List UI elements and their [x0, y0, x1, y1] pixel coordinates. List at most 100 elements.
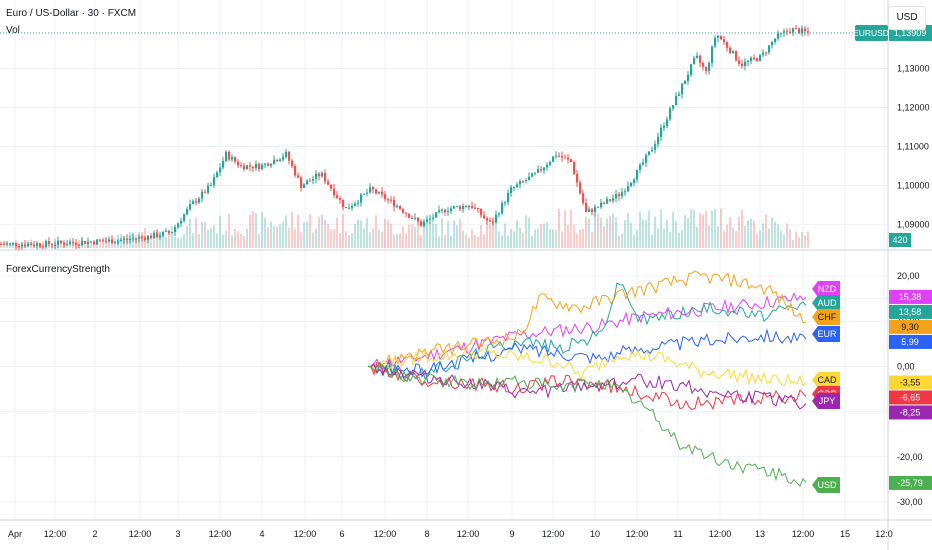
volume-bar: [510, 228, 512, 248]
volume-bars: [0, 208, 809, 248]
candle-body: [405, 212, 408, 214]
volume-bar: [432, 222, 434, 248]
candle-body: [183, 214, 186, 222]
volume-bar: [777, 223, 779, 248]
volume-bar: [213, 225, 215, 248]
candle-body: [699, 55, 702, 63]
volume-bar: [597, 213, 599, 248]
candle-body: [741, 63, 744, 67]
axis-value-jpy: -8,25: [900, 407, 921, 417]
volume-bar: [228, 213, 230, 248]
volume-bar: [531, 236, 533, 248]
currency-flag-chf: CHF: [812, 309, 840, 325]
volume-bar: [108, 240, 110, 248]
candle-body: [399, 206, 402, 210]
volume-bar: [153, 234, 155, 248]
candle-body: [765, 52, 768, 54]
candle-body: [351, 205, 354, 208]
volume-bar: [579, 229, 581, 248]
candle-body: [648, 151, 651, 156]
candle-body: [570, 159, 573, 162]
candle-body: [456, 206, 459, 208]
candle-body: [120, 240, 123, 242]
candle-body: [801, 28, 804, 34]
volume-bar: [492, 218, 494, 248]
volume-bar: [468, 237, 470, 248]
candle-body: [87, 241, 90, 245]
volume-bar: [267, 227, 269, 248]
indicator-axis-tick: -30,00: [897, 497, 923, 507]
volume-bar: [672, 212, 674, 248]
candle-body: [321, 172, 324, 177]
strength-line-eur: [367, 328, 807, 378]
volume-bar: [525, 215, 527, 248]
candle-body: [108, 239, 111, 242]
candle-body: [6, 243, 9, 245]
candle-body: [771, 41, 774, 46]
candle-body: [693, 57, 696, 65]
volume-bar: [633, 234, 635, 248]
candle-body: [687, 74, 690, 81]
volume-bar: [507, 234, 509, 248]
volume-bar: [357, 219, 359, 248]
candle-body: [255, 163, 258, 169]
volume-bar: [285, 215, 287, 248]
candle-body: [411, 217, 414, 219]
candle-body: [354, 203, 357, 206]
volume-bar: [495, 223, 497, 248]
volume-bar: [765, 214, 767, 248]
candle-body: [96, 239, 99, 245]
volume-bar: [609, 215, 611, 248]
candle-body: [423, 221, 426, 227]
volume-bar: [783, 234, 785, 248]
currency-button[interactable]: USD: [888, 6, 926, 30]
volume-bar: [339, 233, 341, 248]
candle-body: [501, 202, 504, 214]
volume-bar: [420, 234, 422, 248]
volume-bar: [414, 226, 416, 248]
candle-body: [378, 191, 381, 194]
axis-value-bg-chf: [889, 319, 932, 334]
currency-flag-bg: [812, 309, 840, 325]
candle-body: [780, 32, 783, 34]
candle-body: [36, 243, 39, 246]
candle-body: [27, 243, 30, 247]
volume-bar: [222, 234, 224, 248]
volume-bar: [462, 230, 464, 248]
candle-body: [375, 189, 378, 194]
symbol-title: Euro / US-Dollar · 30 · FXCM: [6, 8, 137, 19]
candle-body: [492, 221, 495, 223]
volume-bar: [750, 218, 752, 248]
candle-body: [666, 119, 669, 126]
volume-bar: [702, 214, 704, 248]
time-axis-tick: 12:00: [626, 529, 649, 539]
volume-bar: [474, 234, 476, 248]
volume-bar: [441, 218, 443, 248]
volume-bar: [684, 215, 686, 248]
candle-body: [576, 174, 579, 183]
volume-bar: [744, 225, 746, 248]
candle-body: [93, 241, 96, 245]
volume-bar: [741, 209, 743, 248]
candle-body: [732, 51, 735, 54]
candle-body: [84, 241, 87, 245]
candle-body: [621, 192, 624, 197]
volume-bar: [321, 214, 323, 248]
candle-body: [393, 199, 396, 207]
strength-line-nzd: [367, 292, 807, 370]
volume-bar: [216, 233, 218, 248]
candle-body: [138, 236, 141, 239]
volume-bar: [438, 236, 440, 248]
candle-body: [123, 238, 126, 241]
volume-bar: [540, 223, 542, 248]
candle-body: [645, 155, 648, 163]
candle-body: [237, 161, 240, 166]
volume-bar: [78, 239, 80, 248]
volume-bar: [690, 208, 692, 248]
candle-body: [777, 33, 780, 39]
currency-flag-bg: [812, 393, 840, 409]
candle-body: [288, 151, 291, 161]
volume-bar: [261, 211, 263, 248]
candle-body: [24, 244, 27, 247]
